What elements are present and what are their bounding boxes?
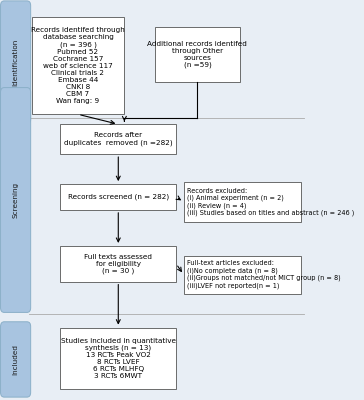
Text: Records screened (n = 282): Records screened (n = 282) — [68, 194, 169, 200]
Text: Screening: Screening — [13, 182, 19, 218]
Bar — [60, 124, 176, 154]
Text: Additional records identifed
through Other
sources
(n =59): Additional records identifed through Oth… — [147, 41, 247, 68]
Text: Records after
duplicates  removed (n =282): Records after duplicates removed (n =282… — [64, 132, 173, 146]
Bar — [60, 246, 176, 282]
Text: Identification: Identification — [13, 39, 19, 86]
Bar — [32, 17, 124, 114]
Text: Studies included in quantitative
synthesis (n = 13)
13 RCTs Peak VO2
8 RCTs LVEF: Studies included in quantitative synthes… — [61, 338, 176, 379]
Bar — [184, 182, 301, 222]
Bar — [155, 27, 240, 82]
Text: Included: Included — [13, 344, 19, 375]
FancyBboxPatch shape — [0, 88, 31, 312]
FancyBboxPatch shape — [0, 1, 31, 124]
Bar — [60, 328, 176, 389]
Text: Full texts assessed
for eligibility
(n = 30 ): Full texts assessed for eligibility (n =… — [84, 254, 152, 274]
Text: Records excluded:
(i) Animal experiment (n = 2)
(ii) Review (n = 4)
(iii) Studie: Records excluded: (i) Animal experiment … — [187, 188, 355, 216]
Bar — [60, 184, 176, 210]
Bar — [184, 256, 301, 294]
FancyBboxPatch shape — [0, 322, 31, 397]
Text: Full-text articles excluded:
(i)No complete data (n = 8)
(ii)Groups not matched/: Full-text articles excluded: (i)No compl… — [187, 260, 341, 289]
Text: Records identifed through
database searching
(n = 396 )
Pubmed 52
Cochrane 157
w: Records identifed through database searc… — [31, 27, 125, 104]
